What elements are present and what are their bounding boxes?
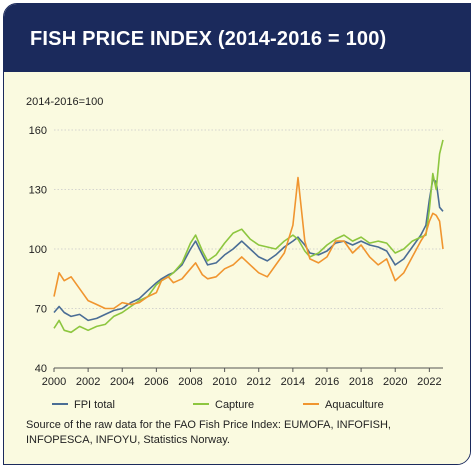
legend-item-aquaculture: Aquaculture [303, 399, 384, 411]
y-tick-label: 70 [35, 304, 47, 316]
y-tick-label: 160 [29, 125, 47, 137]
x-tick-label: 2002 [76, 376, 100, 388]
series-line-aquaculture [53, 176, 444, 310]
chart-card: FISH PRICE INDEX (2014-2016 = 100) [3, 3, 471, 465]
legend-swatch [193, 403, 209, 406]
series-line-capture [53, 139, 444, 334]
x-tick-label: 2000 [42, 376, 66, 388]
y-tick-label: 40 [35, 363, 47, 375]
x-tick-label: 2022 [417, 376, 441, 388]
source-note: Source of the raw data for the FAO Fish … [26, 419, 391, 446]
x-tick-label: 2012 [246, 376, 270, 388]
grid-layer [54, 129, 443, 369]
legend-item-capture: Capture [193, 399, 254, 411]
x-tick-label: 2020 [383, 376, 407, 388]
chart-panel [4, 72, 470, 464]
x-tick-label: 2014 [281, 376, 305, 388]
x-tick-label: 2006 [144, 376, 168, 388]
legend-label: Aquaculture [325, 399, 384, 411]
legend-swatch [52, 403, 68, 406]
y-tick-label: 100 [29, 244, 47, 256]
legend-label: Capture [215, 399, 255, 411]
y-axis-unit-label: 2014-2016=100 [26, 96, 104, 108]
y-tick-label: 130 [29, 185, 47, 197]
legend-label: FPI total [74, 399, 115, 411]
legend-swatch [303, 403, 319, 406]
header-bar: FISH PRICE INDEX (2014-2016 = 100) [4, 4, 470, 72]
legend-item-fpi-total: FPI total [52, 399, 115, 411]
axis-layer: 40 70 100 130 160 2000 2002 2004 2006 2008 2010 201… [29, 125, 443, 388]
x-tick-label: 2004 [110, 376, 134, 388]
legend: FPI total Capture Aquaculture [0, 399, 474, 413]
series-layer [53, 139, 444, 334]
x-tick-label: 2008 [178, 376, 202, 388]
x-tick-label: 2018 [349, 376, 373, 388]
x-tick-label: 2016 [315, 376, 339, 388]
series-line-fpi-total [53, 178, 444, 322]
chart-title: FISH PRICE INDEX (2014-2016 = 100) [30, 28, 387, 50]
x-tick-label: 2010 [212, 376, 236, 388]
